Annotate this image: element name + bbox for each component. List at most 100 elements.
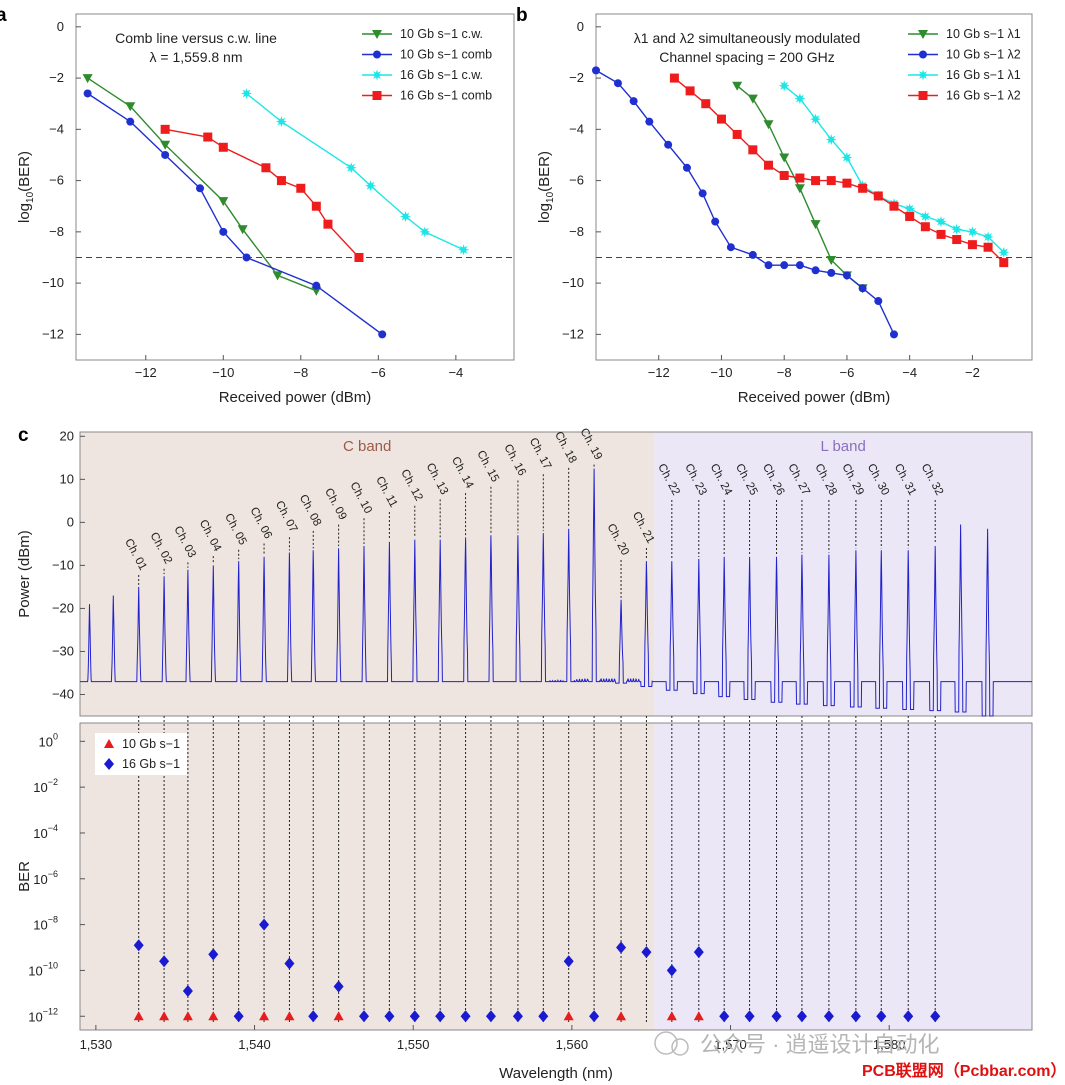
data-point xyxy=(384,1010,395,1023)
data-point xyxy=(794,184,805,194)
legend-label: 16 Gb s−1 λ2 xyxy=(946,89,1021,103)
series-2 xyxy=(241,88,470,256)
series-16gb xyxy=(133,918,941,1023)
data-point xyxy=(512,1010,523,1023)
x-tick-label: 1,530 xyxy=(80,1037,113,1052)
data-point xyxy=(748,145,758,155)
data-point xyxy=(698,189,707,198)
data-point xyxy=(764,160,774,170)
data-point xyxy=(160,124,170,134)
data-point xyxy=(378,330,387,339)
data-point xyxy=(613,79,622,88)
data-point xyxy=(716,114,726,124)
data-point xyxy=(485,1010,496,1023)
series-1 xyxy=(83,89,387,339)
data-point xyxy=(966,226,978,238)
legend-marker xyxy=(372,30,382,39)
data-point xyxy=(458,244,470,256)
legend-label: 16 Gb s−1 λ1 xyxy=(946,68,1021,82)
data-point xyxy=(125,102,136,112)
y-tick-label: −6 xyxy=(49,173,64,188)
data-point xyxy=(203,132,213,142)
x-tick-label: 1,560 xyxy=(556,1037,589,1052)
data-point xyxy=(365,180,377,192)
series-10gb xyxy=(133,1011,704,1021)
x-tick-label: 1,540 xyxy=(238,1037,271,1052)
data-point xyxy=(810,113,822,125)
data-point xyxy=(778,80,790,92)
data-point xyxy=(876,1010,887,1023)
data-point xyxy=(732,81,743,91)
spectrum-y-tick-label: 0 xyxy=(67,514,74,529)
ber-y-tick-label: 10−12 xyxy=(28,1006,58,1024)
data-point xyxy=(685,86,695,96)
spectrum-trace xyxy=(80,468,1032,717)
spectrum-y-tick-label: −20 xyxy=(52,600,74,615)
data-point xyxy=(771,1010,782,1023)
x-tick-label: 1,580 xyxy=(873,1037,906,1052)
ber-y-tick-exp: −6 xyxy=(48,869,58,879)
panel-a: −12 −10 −8 −6 −4 0 −2 −4 −6 −8 −10 −12 Comb line ver… xyxy=(0,5,515,406)
data-point xyxy=(345,162,357,174)
x-tick-label: −4 xyxy=(902,365,917,380)
legend-label: 16 Gb s−1 xyxy=(122,757,180,771)
data-point xyxy=(780,261,789,270)
data-point xyxy=(669,73,679,83)
y-tick-label: −12 xyxy=(42,326,64,341)
data-point xyxy=(936,229,946,239)
data-point xyxy=(701,99,711,109)
data-point xyxy=(311,201,321,211)
band-label: L band xyxy=(821,438,866,455)
ber-y-tick-exp: −4 xyxy=(48,823,58,833)
data-point xyxy=(904,203,916,215)
data-point xyxy=(296,183,306,193)
data-point xyxy=(693,1011,704,1021)
y-axis-label-rest: (BER) xyxy=(536,151,553,192)
data-point xyxy=(645,117,654,126)
data-point xyxy=(208,1011,219,1021)
data-point xyxy=(711,217,720,226)
x-tick-label: −12 xyxy=(135,365,157,380)
panel-b: −12 −10 −8 −6 −4 −2 0 −2 −4 −6 −8 −10 −12 λ1 and λ2 s… xyxy=(516,5,1033,406)
data-point xyxy=(951,223,963,235)
y-tick-label: −8 xyxy=(569,224,584,239)
data-point xyxy=(333,1011,344,1021)
data-point xyxy=(693,946,704,959)
y-tick-label: −2 xyxy=(49,70,64,85)
y-tick-label: −8 xyxy=(49,224,64,239)
y-axis-label: log10(BER) xyxy=(536,151,556,223)
x-tick-label: −6 xyxy=(840,365,855,380)
data-point xyxy=(858,284,867,293)
panel-label: a xyxy=(0,5,7,26)
annotation-line-2: Channel spacing = 200 GHz xyxy=(659,49,835,65)
data-point xyxy=(460,1010,471,1023)
legend-marker xyxy=(918,91,928,100)
data-point xyxy=(126,117,135,126)
data-point xyxy=(842,271,851,280)
data-point xyxy=(241,88,252,99)
legend-marker xyxy=(104,739,114,748)
data-point xyxy=(732,129,742,139)
data-point xyxy=(237,225,248,235)
data-point xyxy=(261,163,271,173)
legend-marker xyxy=(104,758,114,770)
ber-y-tick-label: 100 xyxy=(39,731,58,749)
ber-y-tick-exp: −10 xyxy=(43,960,58,970)
ber-y-tick-label: 10−2 xyxy=(33,777,58,795)
data-point xyxy=(983,242,993,252)
y-tick-label: 0 xyxy=(577,19,584,34)
data-point xyxy=(764,261,773,270)
ber-y-tick-exp: −8 xyxy=(48,915,58,925)
data-point xyxy=(159,955,170,968)
data-point xyxy=(218,197,229,207)
data-point xyxy=(664,140,673,149)
spectrum-y-tick-label: −40 xyxy=(52,686,74,701)
data-point xyxy=(682,163,691,172)
watermark-text: 公众号 · 逍遥设计自动化 xyxy=(700,1032,940,1057)
data-point xyxy=(903,1010,914,1023)
ber-y-tick-exp: 0 xyxy=(53,731,58,741)
x-tick-label: −8 xyxy=(293,365,308,380)
ber-y-tick-exp: −2 xyxy=(48,777,58,787)
data-point xyxy=(919,211,931,222)
data-point xyxy=(905,211,915,221)
